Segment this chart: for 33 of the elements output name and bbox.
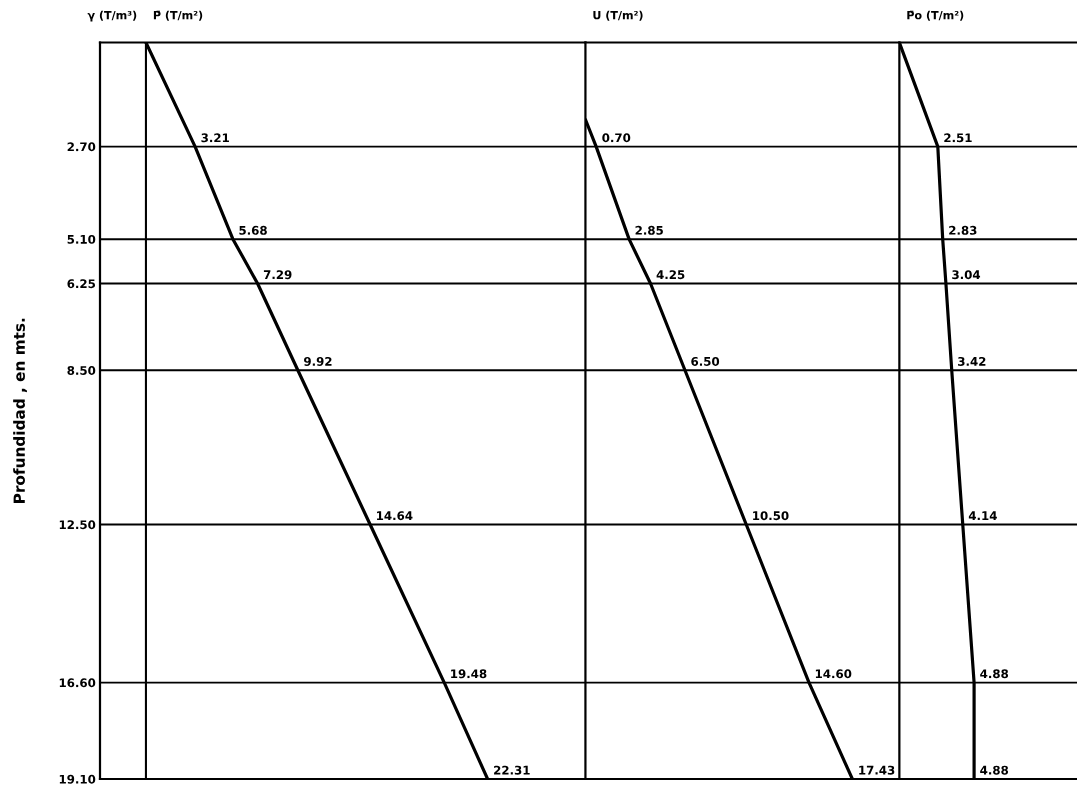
data-label: 2.51 (944, 133, 972, 143)
data-label: 4.14 (968, 511, 997, 520)
y-tick-label: 6.25 (67, 279, 96, 289)
text: γ (T/m³) (87, 10, 137, 22)
chart-title: U (T/m²) (593, 10, 643, 21)
data-label: 2.85 (635, 225, 663, 235)
data-label: 3.04 (952, 270, 981, 280)
data-label: 17.43 (859, 765, 895, 775)
data-label: 2.83 (949, 225, 977, 235)
y-tick-label: 5.10 (67, 234, 96, 244)
data-label: 0.70 (602, 133, 631, 143)
data-label: 6.50 (691, 356, 720, 366)
data-label: 14.64 (377, 511, 413, 521)
data-label: 4.88 (980, 669, 1009, 679)
data-label: 3.42 (958, 356, 986, 366)
y-tick-label: 8.50 (67, 365, 96, 375)
y-tick-label: 12.50 (59, 520, 96, 530)
data-label: 7.29 (263, 270, 292, 280)
chart-title: P̄ (T/m²) (153, 10, 203, 21)
data-label: 3.21 (201, 133, 229, 143)
data-label: 14.60 (815, 669, 852, 679)
data-label: 9.92 (304, 356, 332, 366)
y-tick-label: 2.70 (67, 142, 96, 152)
y-axis-title: Profundidad , en mts. (13, 318, 27, 503)
data-label: 10.50 (753, 511, 789, 521)
data-label: 22.31 (494, 765, 530, 775)
chart-title: P̄o (T/m²) (907, 10, 964, 21)
y-tick-label: 16.60 (59, 678, 96, 688)
data-label: 4.88 (980, 765, 1009, 775)
data-label: 19.48 (451, 669, 487, 679)
y-tick-label: 19.10 (59, 774, 96, 784)
data-label: 5.68 (239, 225, 267, 235)
data-label: 4.25 (656, 270, 685, 280)
